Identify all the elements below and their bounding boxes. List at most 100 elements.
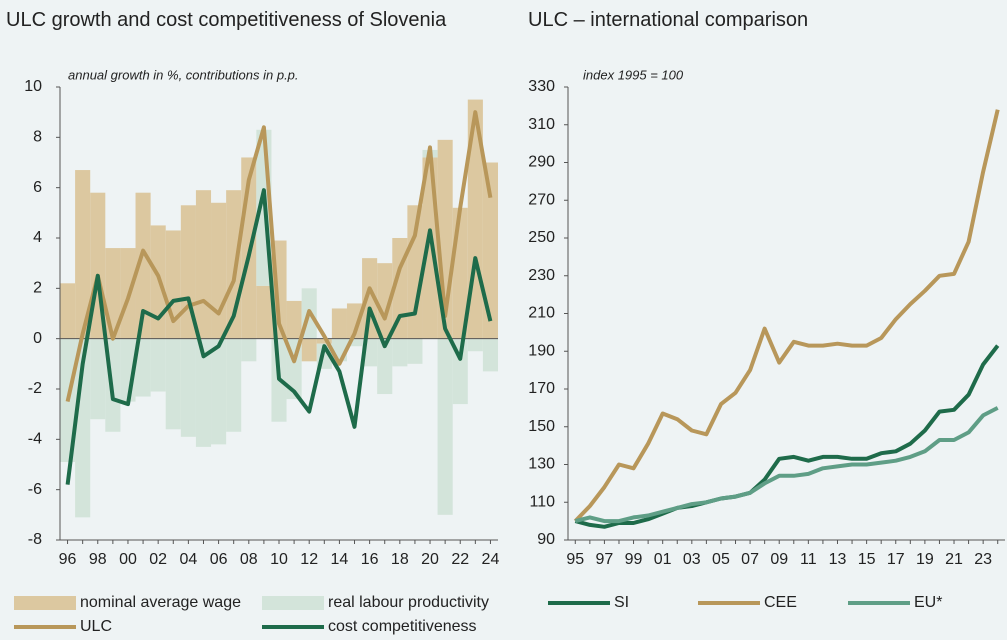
y-tick-label: 90 <box>537 531 555 548</box>
x-tick-label: 00 <box>119 551 137 568</box>
bar <box>165 338 181 430</box>
legend-swatch <box>14 596 76 610</box>
x-tick-label: 98 <box>89 551 107 568</box>
bar <box>331 308 347 339</box>
legend-label: SI <box>614 594 629 611</box>
bar <box>407 205 423 339</box>
legend-swatch <box>262 596 324 610</box>
bar <box>316 338 332 344</box>
bar <box>346 303 363 339</box>
x-tick-label: 07 <box>741 551 759 568</box>
y-tick-label: 330 <box>528 78 555 95</box>
legend-label: real labour productivity <box>328 594 489 611</box>
line <box>574 344 1000 529</box>
bar <box>467 338 483 352</box>
bar <box>256 285 272 339</box>
y-tick-label: 2 <box>33 280 42 297</box>
x-tick-label: 13 <box>829 551 847 568</box>
y-tick-label: 130 <box>528 456 555 473</box>
y-tick-label: 190 <box>528 342 555 359</box>
bar <box>241 338 257 362</box>
x-tick-label: 95 <box>566 551 584 568</box>
bar <box>346 338 363 347</box>
y-tick-label: 170 <box>528 380 555 397</box>
chart-subtitle: annual growth in %, contributions in p.p… <box>68 67 299 82</box>
y-tick-label: -8 <box>28 531 42 548</box>
x-tick-label: 01 <box>654 551 672 568</box>
x-tick-label: 18 <box>391 551 409 568</box>
x-tick-label: 21 <box>945 551 963 568</box>
x-tick-label: 11 <box>800 551 817 568</box>
y-tick-label: 4 <box>33 229 42 246</box>
y-tick-label: 210 <box>528 305 555 322</box>
x-tick-label: 10 <box>270 551 288 568</box>
legend-label: nominal average wage <box>80 594 241 611</box>
y-tick-label: 230 <box>528 267 555 284</box>
x-tick-label: 04 <box>179 551 197 568</box>
y-tick-label: 250 <box>528 229 555 246</box>
y-tick-label: 10 <box>24 78 42 95</box>
bar <box>211 338 227 445</box>
x-tick-label: 22 <box>451 551 469 568</box>
bar <box>90 338 106 420</box>
x-tick-label: 12 <box>300 551 318 568</box>
x-tick-label: 99 <box>625 551 643 568</box>
bar <box>195 190 212 339</box>
x-tick-label: 23 <box>974 551 992 568</box>
bar <box>286 300 302 339</box>
bar <box>60 283 76 339</box>
y-tick-label: 0 <box>33 330 42 347</box>
x-tick-label: 02 <box>149 551 167 568</box>
x-tick-label: 20 <box>421 551 439 568</box>
legend-label: ULC <box>80 618 112 635</box>
x-tick-label: 96 <box>59 551 77 568</box>
bar <box>135 192 151 339</box>
x-tick-label: 19 <box>916 551 934 568</box>
bar <box>211 202 227 339</box>
x-tick-label: 15 <box>858 551 876 568</box>
line <box>65 188 493 485</box>
legend-label: EU* <box>914 594 942 611</box>
bar <box>75 170 91 339</box>
bar <box>377 338 393 395</box>
line <box>574 406 999 524</box>
y-tick-label: 110 <box>529 493 555 510</box>
x-tick-label: 08 <box>240 551 258 568</box>
x-tick-label: 06 <box>210 551 228 568</box>
chart-title: ULC growth and cost competitiveness of S… <box>6 9 447 31</box>
x-tick-label: 17 <box>887 551 905 568</box>
x-tick-label: 97 <box>596 551 614 568</box>
line <box>573 109 1000 523</box>
x-tick-label: 24 <box>482 551 500 568</box>
bar <box>226 338 242 432</box>
legend-label: cost competitiveness <box>328 618 477 635</box>
x-tick-label: 05 <box>712 551 730 568</box>
bar <box>195 338 212 447</box>
bar <box>301 338 317 362</box>
bar <box>407 338 423 364</box>
y-tick-label: 150 <box>528 418 555 435</box>
chart-subtitle: index 1995 = 100 <box>583 67 684 82</box>
y-tick-label: -4 <box>28 431 42 448</box>
legend-label: CEE <box>764 594 797 611</box>
x-tick-label: 14 <box>331 551 349 568</box>
y-tick-label: -6 <box>28 481 42 498</box>
bar <box>482 338 498 372</box>
bar <box>377 263 393 339</box>
x-tick-label: 09 <box>770 551 788 568</box>
bar <box>180 338 196 437</box>
chart-title: ULC – international comparison <box>528 9 809 31</box>
y-tick-label: 290 <box>528 154 555 171</box>
bar <box>482 162 498 339</box>
y-tick-label: -2 <box>28 380 42 397</box>
y-tick-label: 270 <box>528 191 555 208</box>
bar <box>437 338 453 515</box>
y-tick-label: 310 <box>528 116 555 133</box>
y-tick-label: 8 <box>33 129 42 146</box>
bar <box>392 338 408 367</box>
bar <box>135 338 151 397</box>
line <box>65 110 493 403</box>
x-tick-label: 03 <box>683 551 701 568</box>
